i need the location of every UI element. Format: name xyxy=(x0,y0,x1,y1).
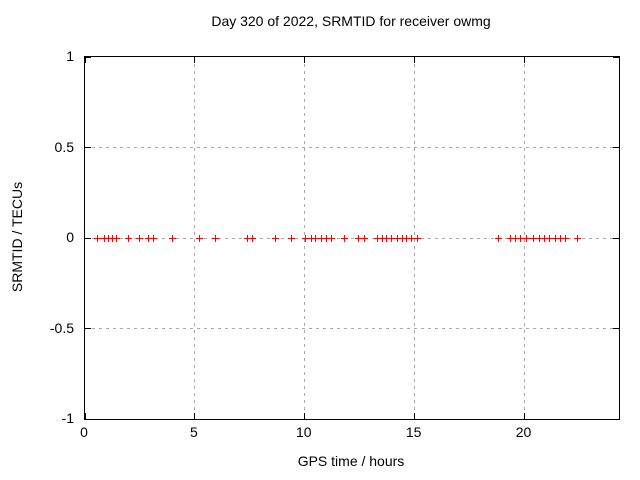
data-point-marker xyxy=(104,234,112,242)
y-tick-mark xyxy=(85,237,91,239)
data-point-marker xyxy=(556,234,564,242)
x-tick-label: 15 xyxy=(405,424,422,440)
data-point-marker xyxy=(413,234,421,242)
data-point-marker xyxy=(302,234,310,242)
data-point-marker xyxy=(124,234,132,242)
data-point-marker xyxy=(517,234,525,242)
y-tick-mark xyxy=(85,328,91,329)
x-tick-label: 5 xyxy=(189,424,198,440)
data-point-marker xyxy=(494,234,502,242)
y-tick-label: -0.5 xyxy=(49,319,74,336)
data-point-marker xyxy=(108,234,116,242)
x-tick-label: 10 xyxy=(295,424,312,440)
y-tick-label: 1 xyxy=(66,48,74,64)
x-tick-mark xyxy=(414,413,416,419)
plot-area xyxy=(84,56,620,420)
data-point-marker xyxy=(145,234,153,242)
x-tick-mark xyxy=(84,413,86,419)
data-point-marker xyxy=(540,234,548,242)
data-point-marker xyxy=(512,234,520,242)
data-point-marker xyxy=(561,234,569,242)
data-point-marker xyxy=(393,234,401,242)
y-tick-label: 0.5 xyxy=(54,138,74,155)
y-tick-label: -1 xyxy=(61,410,74,426)
data-point-marker xyxy=(545,234,553,242)
x-tick-mark xyxy=(524,57,525,63)
data-point-marker xyxy=(360,234,368,242)
x-tick-mark xyxy=(194,57,196,63)
grid-line-horizontal xyxy=(85,328,619,329)
data-point-marker xyxy=(112,234,120,242)
data-point-marker xyxy=(383,234,391,242)
y-tick-label: 0 xyxy=(66,229,74,245)
data-point-marker xyxy=(271,234,279,242)
y-tick-mark xyxy=(613,418,619,420)
data-point-marker xyxy=(288,234,296,242)
data-point-marker xyxy=(168,234,176,242)
data-point-marker xyxy=(312,234,320,242)
data-point-marker xyxy=(211,234,219,242)
data-point-marker xyxy=(388,234,396,242)
data-point-marker xyxy=(149,234,157,242)
data-point-marker xyxy=(522,234,530,242)
x-tick-mark xyxy=(414,57,416,63)
data-point-marker xyxy=(135,234,143,242)
data-point-marker xyxy=(308,234,316,242)
grid-line-horizontal xyxy=(85,237,619,239)
data-point-marker xyxy=(100,234,108,242)
data-point-marker xyxy=(354,234,362,242)
data-point-marker xyxy=(328,234,336,242)
data-point-marker xyxy=(244,234,252,242)
data-point-marker xyxy=(398,234,406,242)
x-tick-mark xyxy=(84,57,86,63)
data-point-marker xyxy=(551,234,559,242)
data-point-marker xyxy=(379,234,387,242)
y-tick-mark xyxy=(85,418,91,420)
y-tick-mark xyxy=(85,147,91,148)
y-axis-label: SRMTID / TECUs xyxy=(9,181,25,293)
x-tick-mark xyxy=(524,413,525,419)
data-point-marker xyxy=(506,234,514,242)
data-point-marker xyxy=(93,234,101,242)
chart-title: Day 320 of 2022, SRMTID for receiver owm… xyxy=(211,13,491,29)
x-axis-label: GPS time / hours xyxy=(297,453,405,469)
y-tick-mark xyxy=(613,147,619,148)
data-point-marker xyxy=(195,234,203,242)
data-point-marker xyxy=(323,234,331,242)
data-point-marker xyxy=(535,234,543,242)
x-tick-mark xyxy=(304,413,306,419)
x-tick-mark xyxy=(194,413,196,419)
x-tick-label: 20 xyxy=(515,424,532,440)
y-tick-mark xyxy=(85,56,91,58)
data-point-marker xyxy=(574,234,582,242)
data-point-marker xyxy=(530,234,538,242)
data-point-marker xyxy=(317,234,325,242)
x-tick-mark xyxy=(304,57,306,63)
y-tick-mark xyxy=(613,328,619,329)
data-point-marker xyxy=(403,234,411,242)
data-point-marker xyxy=(248,234,256,242)
y-tick-mark xyxy=(613,237,619,239)
x-tick-label: 0 xyxy=(80,424,88,440)
y-tick-mark xyxy=(613,56,619,58)
data-point-marker xyxy=(408,234,416,242)
data-point-marker xyxy=(341,234,349,242)
grid-line-horizontal xyxy=(85,147,619,148)
data-point-marker xyxy=(374,234,382,242)
